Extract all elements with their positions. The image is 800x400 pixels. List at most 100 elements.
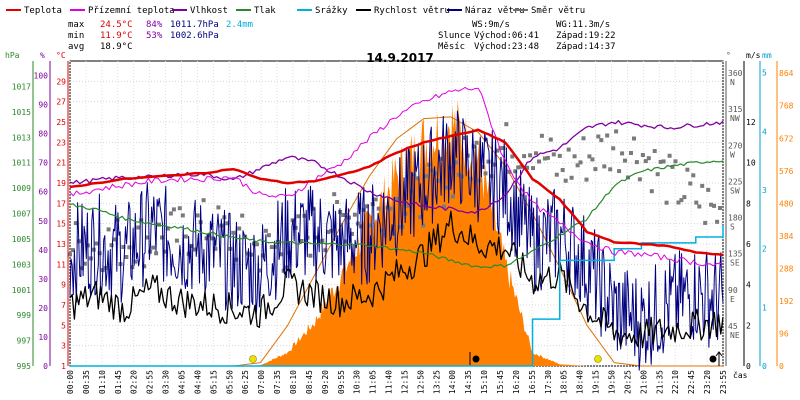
- direction-point: [652, 149, 657, 153]
- direction-axis-name: W: [730, 150, 735, 159]
- direction-point: [382, 233, 387, 238]
- direction-point: [216, 205, 221, 210]
- direction-point: [697, 204, 702, 209]
- solar-axis-tick: 672: [779, 134, 794, 143]
- direction-point: [643, 159, 648, 164]
- time-tick: 14:00: [448, 370, 457, 394]
- direction-axis-name: N: [730, 78, 735, 87]
- direction-point: [127, 245, 132, 250]
- direction-point: [474, 140, 479, 145]
- time-tick: 09:55: [337, 370, 346, 394]
- direction-point: [694, 200, 699, 205]
- direction-point: [139, 218, 144, 223]
- rain-axis-tick: 2: [762, 245, 767, 254]
- direction-point: [260, 253, 265, 258]
- direction-point: [145, 235, 150, 240]
- pressure-axis-tick: 995: [17, 362, 32, 371]
- time-tick: 16:55: [528, 370, 537, 394]
- pressure-axis-tick: 1013: [12, 133, 31, 142]
- direction-axis-tick: 270: [728, 141, 743, 150]
- direction-point: [578, 160, 583, 165]
- direction-axis-name: NW: [730, 114, 740, 123]
- direction-point: [255, 242, 259, 247]
- legend-item: Směr větru: [531, 6, 585, 16]
- time-tick: 02:55: [146, 370, 155, 394]
- direction-axis-tick: 135: [728, 250, 743, 259]
- wind-axis-tick: 2: [746, 321, 751, 330]
- direction-point: [480, 165, 485, 169]
- direction-point: [308, 253, 313, 258]
- astro-moon-set: Západ:14:37: [556, 42, 616, 52]
- direction-point: [456, 172, 461, 177]
- direction-point: [679, 198, 684, 203]
- direction-point: [213, 246, 218, 251]
- time-tick: 13:25: [432, 370, 441, 394]
- direction-point: [237, 226, 242, 231]
- pressure-axis-tick: 1001: [12, 286, 31, 295]
- direction-point: [177, 206, 182, 211]
- direction-point: [121, 245, 126, 249]
- sunrise-icon: [249, 355, 257, 363]
- direction-point: [406, 203, 411, 208]
- astro-sun-label: Slunce: [438, 31, 471, 41]
- direction-point: [623, 158, 627, 163]
- direction-point: [676, 200, 681, 205]
- direction-point: [424, 174, 429, 179]
- series-solar-radiation: [70, 100, 723, 366]
- unit-degc: °C: [56, 51, 66, 60]
- direction-point: [350, 231, 354, 236]
- humidity-axis-tick: 10: [38, 333, 48, 342]
- direction-point: [445, 185, 449, 190]
- direction-point: [151, 245, 156, 250]
- wind-axis-tick: 6: [746, 240, 751, 249]
- rain-axis-tick: 3: [762, 186, 767, 195]
- solar-axis-tick: 0: [779, 362, 784, 371]
- astro-block: WS:9m/s WG:11.3m/s Slunce Východ:06:41 Z…: [438, 20, 616, 52]
- direction-point: [323, 248, 328, 253]
- direction-point: [165, 226, 170, 231]
- direction-point: [539, 133, 544, 138]
- time-tick: 23:20: [703, 370, 712, 394]
- direction-point: [436, 178, 441, 183]
- direction-point: [593, 167, 598, 172]
- direction-point: [352, 212, 357, 217]
- stats-min-label: min: [68, 31, 84, 41]
- direction-point: [370, 202, 375, 207]
- time-tick: 04:40: [193, 370, 202, 394]
- humidity-axis-tick: 20: [38, 304, 48, 313]
- direction-point: [106, 227, 111, 232]
- direction-point: [581, 136, 586, 141]
- solar-axis-tick: 576: [779, 167, 794, 176]
- direction-point: [673, 159, 678, 164]
- direction-point: [240, 213, 245, 218]
- direction-point: [670, 164, 675, 169]
- direction-point: [373, 197, 378, 202]
- time-tick: 14:35: [464, 370, 473, 394]
- direction-point: [204, 236, 209, 241]
- humidity-axis-tick: 0: [43, 362, 48, 371]
- pressure-axis-tick: 1015: [12, 108, 31, 117]
- direction-point: [560, 168, 565, 172]
- direction-point: [700, 183, 705, 188]
- direction-point: [632, 136, 636, 141]
- temperature-axis-tick: 21: [56, 159, 66, 168]
- time-tick: 15:10: [480, 370, 489, 394]
- astro-sun-set: Západ:19:22: [556, 31, 616, 41]
- direction-point: [73, 221, 78, 226]
- time-tick: 21:35: [655, 370, 664, 394]
- direction-point: [174, 238, 179, 243]
- direction-point: [685, 167, 690, 172]
- humidity-axis-tick: 90: [38, 101, 48, 110]
- direction-point: [133, 259, 138, 264]
- pressure-axis-tick: 1003: [12, 260, 31, 269]
- series-pressure: [69, 160, 724, 269]
- time-tick: 07:35: [273, 370, 282, 394]
- direction-point: [655, 172, 660, 177]
- direction-point: [528, 153, 533, 158]
- humidity-axis-tick: 40: [38, 246, 48, 255]
- humidity-axis-tick: 30: [38, 275, 48, 284]
- stats-max-label: max: [68, 20, 85, 30]
- direction-axis-tick: 45: [728, 322, 738, 331]
- temperature-axis-tick: 23: [56, 138, 66, 147]
